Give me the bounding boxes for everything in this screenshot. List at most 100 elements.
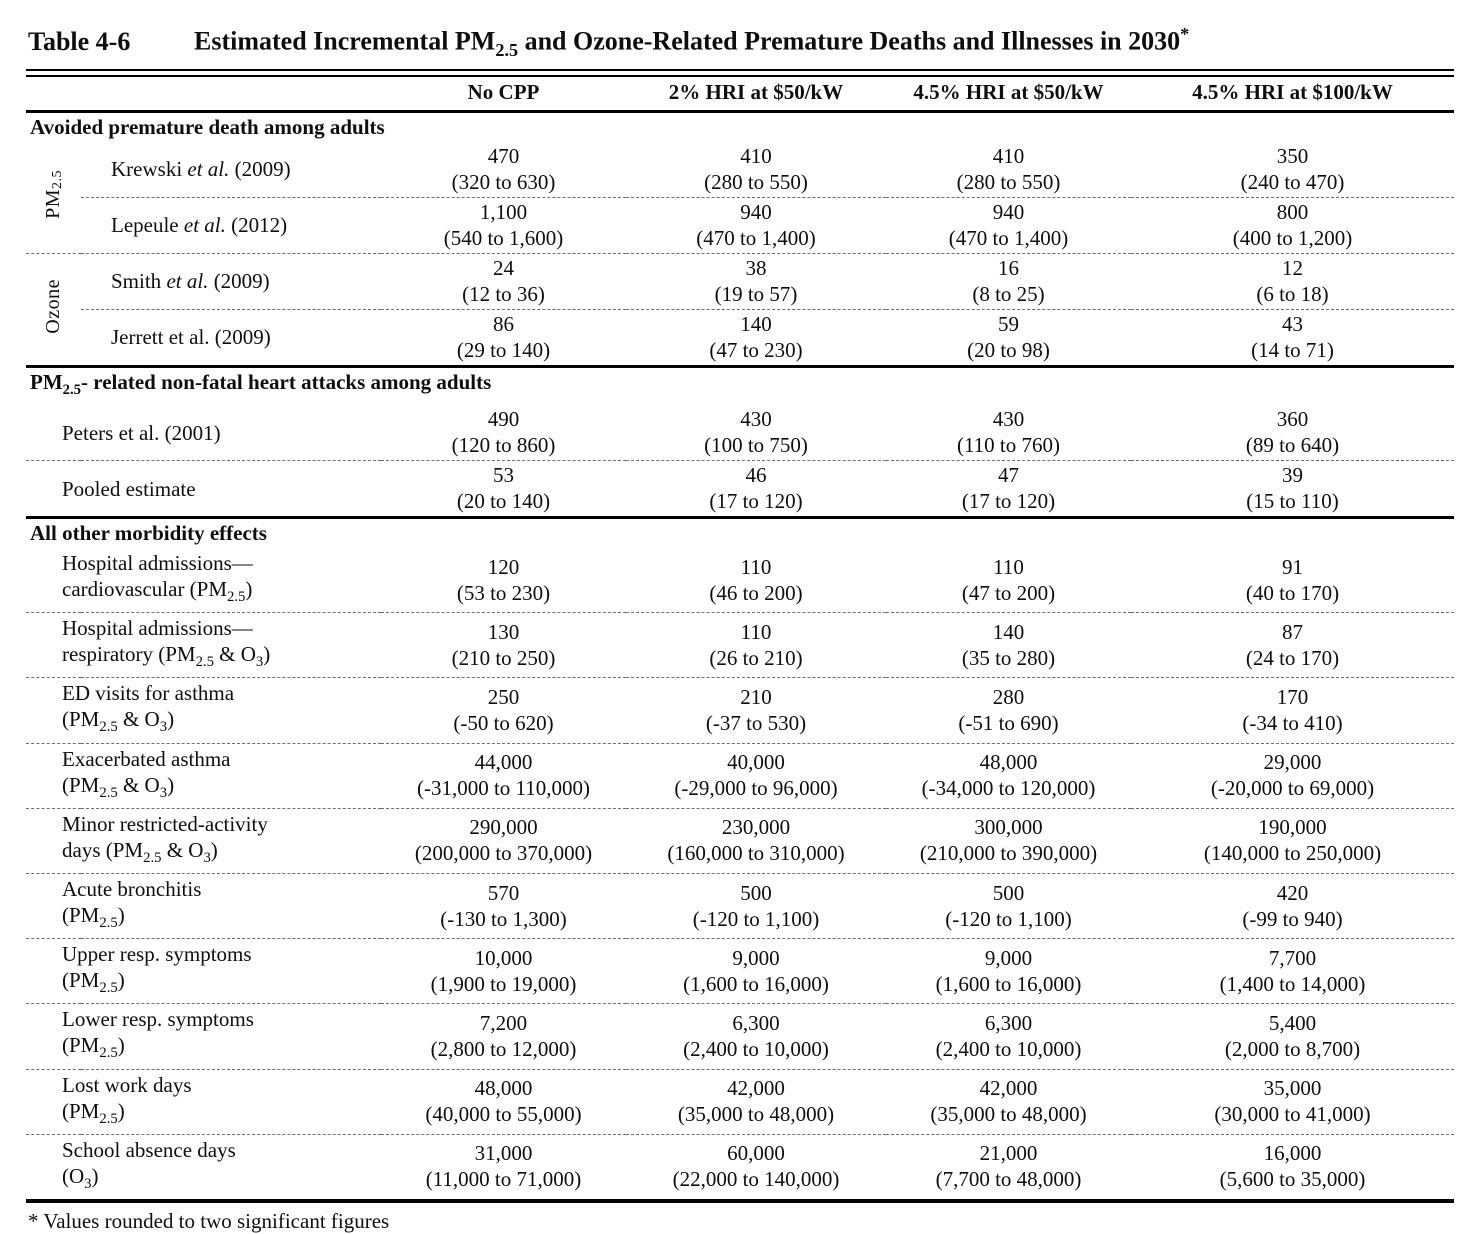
- confidence-interval: (-120 to 1,100): [692, 906, 820, 931]
- estimate-value: 110: [993, 554, 1024, 579]
- confidence-interval: (-99 to 940): [1242, 906, 1343, 931]
- estimate-cell: 24 (12 to 36): [381, 253, 626, 310]
- column-header: No CPP: [381, 76, 626, 113]
- rotated-label: Ozone: [42, 278, 64, 334]
- confidence-interval: (8 to 25): [972, 281, 1045, 306]
- table-row: Pooled estimate 53 (20 to 140) 46 (17 to 120…: [26, 461, 1454, 518]
- results-table-body: No CPP 2% HRI at $50/kW 4.5% HRI at $50/kW…: [26, 76, 1454, 1201]
- row-label: School absence days (O3): [62, 1137, 236, 1192]
- table-number: Table 4-6: [28, 26, 131, 56]
- row-label: Jerrett et al. (2009): [111, 325, 271, 350]
- estimate-cell: 86 (29 to 140): [381, 309, 626, 366]
- table-row: Minor restricted-activity days (PM2.5 & O…: [26, 808, 1454, 874]
- confidence-interval: (89 to 640): [1245, 433, 1340, 458]
- estimate-value: 280: [992, 685, 1025, 709]
- estimate-value: 940: [992, 199, 1025, 224]
- estimate-value: 430: [992, 407, 1025, 432]
- estimate-cell: 53 (20 to 140): [381, 461, 626, 518]
- confidence-interval: (5,600 to 35,000): [1219, 1167, 1366, 1192]
- confidence-interval: (35,000 to 48,000): [677, 1102, 835, 1127]
- estimate-value: 12: [1282, 255, 1303, 280]
- table-row: Hospital admissions— respiratory (PM2.5 &…: [26, 612, 1454, 679]
- estimate-cell: 9,000 (1,600 to 16,000): [886, 938, 1131, 1005]
- column-header: 2% HRI at $50/kW: [626, 76, 886, 113]
- estimate-value: 46: [745, 463, 767, 488]
- estimate-value: 87: [1282, 619, 1303, 644]
- confidence-interval: (15 to 110): [1246, 489, 1339, 514]
- estimate-cell: 31,000 (11,000 to 71,000): [381, 1134, 626, 1201]
- estimate-cell: 410 (280 to 550): [886, 141, 1131, 198]
- confidence-interval: (1,400 to 14,000): [1219, 971, 1366, 996]
- estimate-value: 42,000: [727, 1076, 785, 1101]
- confidence-interval: (35,000 to 48,000): [930, 1102, 1087, 1127]
- estimate-cell: 29,000 (-20,000 to 69,000): [1131, 743, 1454, 809]
- estimate-cell: 7,200 (2,800 to 12,000): [381, 1003, 626, 1070]
- results-table: No CPP 2% HRI at $50/kW 4.5% HRI at $50/kW…: [26, 76, 1454, 1203]
- estimate-value: 10,000: [474, 945, 533, 970]
- confidence-interval: (22,000 to 140,000): [672, 1167, 840, 1192]
- row-label: ED visits for asthma (PM2.5 & O3): [26, 677, 381, 744]
- section-header: PM2.5- related non-fatal heart attacks a…: [26, 364, 1454, 406]
- confidence-interval: (-34,000 to 120,000): [921, 776, 1096, 801]
- estimate-value: 48,000: [474, 1076, 533, 1101]
- estimate-cell: 500 (-120 to 1,100): [886, 873, 1131, 940]
- row-label: Acute bronchitis (PM2.5): [26, 873, 381, 940]
- estimate-value: 570: [487, 880, 520, 905]
- confidence-interval: (160,000 to 310,000): [667, 841, 845, 866]
- column-header: 4.5% HRI at $50/kW: [886, 76, 1131, 113]
- confidence-interval: (40 to 170): [1245, 580, 1340, 605]
- estimate-value: 350: [1276, 143, 1309, 168]
- section-header-row: PM2.5- related non-fatal heart attacks a…: [26, 364, 1454, 406]
- estimate-value: 16: [998, 255, 1019, 280]
- confidence-interval: (140,000 to 250,000): [1203, 841, 1382, 866]
- confidence-interval: (320 to 630): [451, 169, 556, 194]
- estimate-value: 800: [1276, 199, 1309, 224]
- estimate-value: 91: [1282, 554, 1303, 579]
- table-caption: Table 4-6 Estimated Incremental PM2.5 an…: [26, 12, 1454, 69]
- table-row: Exacerbated asthma (PM2.5 & O3) 44,000 (-31…: [26, 743, 1454, 809]
- estimate-cell: 110 (47 to 200): [886, 548, 1131, 614]
- confidence-interval: (2,000 to 8,700): [1224, 1036, 1361, 1061]
- estimate-cell: 5,400 (2,000 to 8,700): [1131, 1003, 1454, 1070]
- estimate-cell: 190,000 (140,000 to 250,000): [1131, 808, 1454, 874]
- estimate-cell: 210 (-37 to 530): [626, 677, 886, 744]
- estimate-cell: 170 (-34 to 410): [1131, 677, 1454, 744]
- confidence-interval: (100 to 750): [704, 433, 808, 458]
- header-row: No CPP 2% HRI at $50/kW 4.5% HRI at $50/kW…: [26, 76, 1454, 113]
- confidence-interval: (26 to 210): [709, 645, 803, 670]
- confidence-interval: (24 to 170): [1245, 645, 1340, 670]
- row-label: Minor restricted-activity days (PM2.5 & O…: [26, 808, 381, 874]
- confidence-interval: (470 to 1,400): [948, 225, 1069, 250]
- confidence-interval: (1,600 to 16,000): [935, 971, 1082, 996]
- estimate-value: 500: [740, 880, 772, 905]
- confidence-interval: (40,000 to 55,000): [425, 1102, 582, 1127]
- confidence-interval: (6 to 18): [1256, 281, 1329, 306]
- estimate-cell: 120 (53 to 230): [381, 548, 626, 614]
- section-header-row: Avoided premature death among adults: [26, 109, 1454, 142]
- confidence-interval: (-51 to 690): [958, 711, 1059, 735]
- estimate-value: 120: [487, 554, 520, 579]
- column-header: 4.5% HRI at $100/kW: [1131, 76, 1454, 113]
- estimate-value: 410: [740, 143, 772, 168]
- estimate-value: 9,000: [732, 945, 780, 970]
- estimate-value: 210: [740, 685, 772, 709]
- confidence-interval: (30,000 to 41,000): [1214, 1102, 1371, 1127]
- estimate-cell: 570 (-130 to 1,300): [381, 873, 626, 940]
- estimate-cell: 6,300 (2,400 to 10,000): [626, 1003, 886, 1070]
- confidence-interval: (1,900 to 19,000): [430, 971, 577, 996]
- estimate-cell: 44,000 (-31,000 to 110,000): [381, 743, 626, 809]
- confidence-interval: (46 to 200): [709, 580, 803, 605]
- estimate-cell: 410 (280 to 550): [626, 141, 886, 198]
- table-row: ED visits for asthma (PM2.5 & O3) 250 (-50 …: [26, 677, 1454, 744]
- confidence-interval: (210 to 250): [451, 645, 556, 670]
- estimate-cell: 130 (210 to 250): [381, 612, 626, 679]
- estimate-value: 40,000: [727, 750, 785, 775]
- confidence-interval: (400 to 1,200): [1232, 225, 1353, 250]
- estimate-cell: 280 (-51 to 690): [886, 677, 1131, 744]
- estimate-value: 60,000: [727, 1141, 785, 1166]
- estimate-value: 6,300: [732, 1010, 780, 1035]
- estimate-value: 31,000: [474, 1141, 533, 1166]
- confidence-interval: (17 to 120): [709, 489, 803, 514]
- confidence-interval: (47 to 230): [709, 337, 803, 362]
- confidence-interval: (280 to 550): [704, 169, 808, 194]
